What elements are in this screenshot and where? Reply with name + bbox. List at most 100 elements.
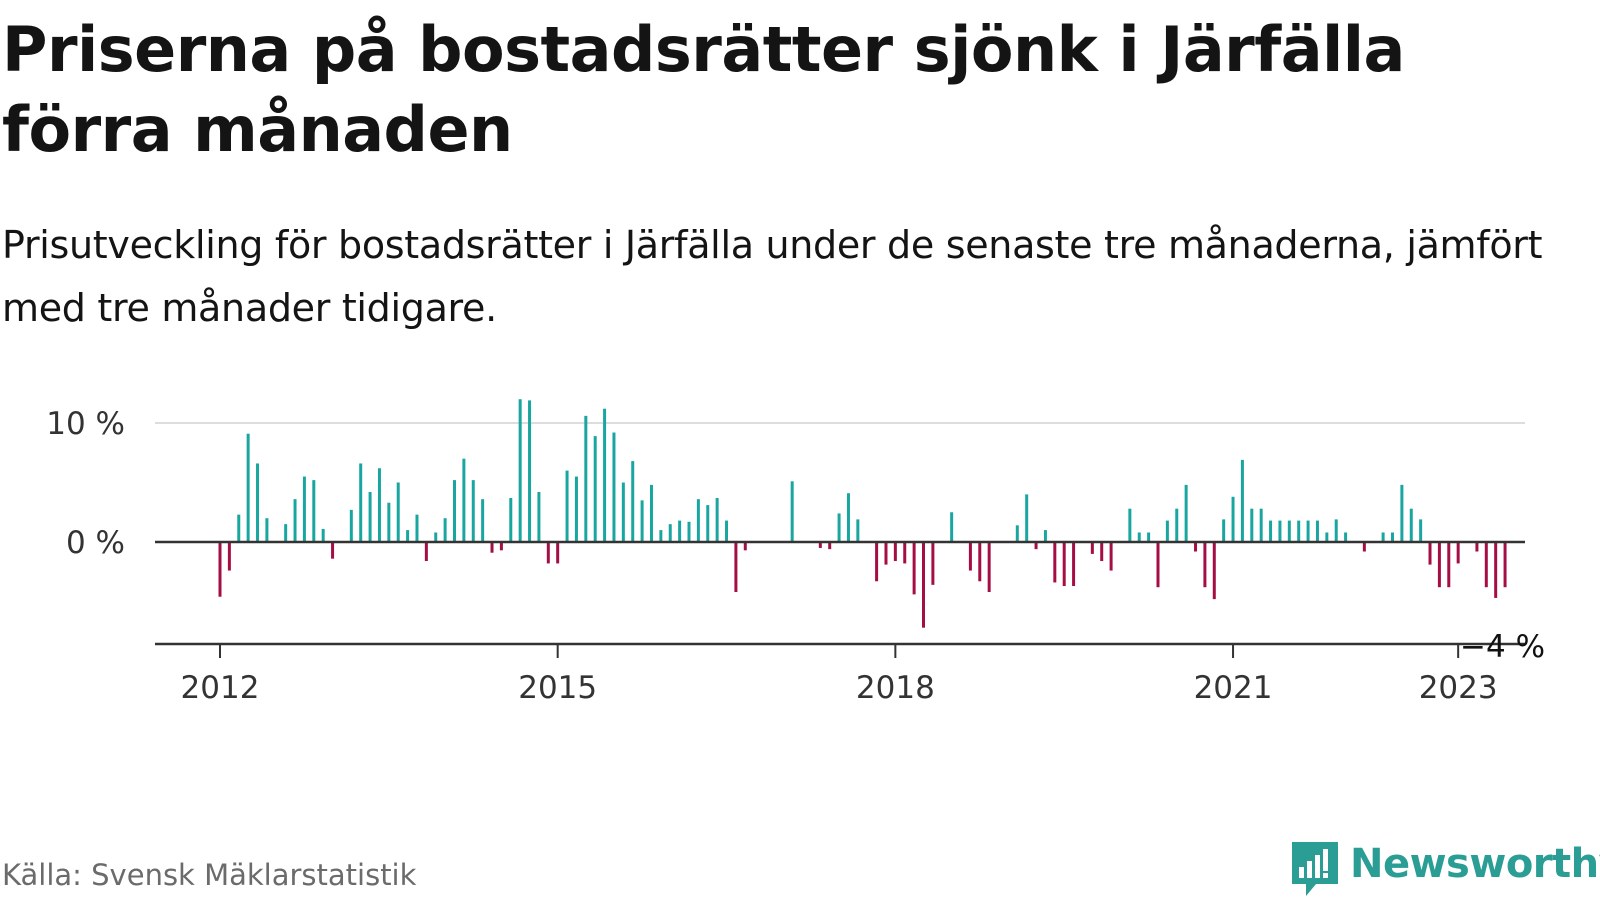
bar	[453, 480, 456, 542]
bar	[1203, 542, 1207, 588]
bar	[1334, 519, 1338, 542]
bar	[837, 513, 841, 542]
bar	[321, 528, 325, 542]
bar	[649, 484, 653, 542]
bar	[565, 470, 569, 542]
bar	[1259, 508, 1263, 542]
bar	[481, 499, 485, 542]
bar	[678, 520, 682, 542]
bar	[856, 519, 860, 542]
bar	[1100, 542, 1104, 562]
bar	[1240, 459, 1244, 542]
bar	[1034, 542, 1038, 550]
bar	[893, 542, 897, 562]
bar	[1447, 542, 1451, 588]
bar	[368, 492, 372, 542]
bar	[1072, 542, 1076, 587]
bar	[725, 520, 729, 542]
chart-title: Priserna på bostadsrätter sjönk i Järfäl…	[2, 13, 1405, 166]
bar	[1043, 530, 1047, 542]
bar	[1269, 520, 1273, 542]
bar	[556, 542, 560, 564]
x-tick-label: 2012	[181, 670, 260, 706]
y-tick-label: 0 %	[66, 525, 125, 561]
brand-name: Newsworthy	[1350, 841, 1600, 887]
bar	[884, 542, 888, 565]
bar	[1391, 532, 1394, 542]
bar	[640, 500, 644, 542]
bar	[1062, 542, 1066, 587]
bar	[631, 461, 635, 542]
x-tick-label: 2023	[1419, 670, 1498, 706]
bar	[1456, 542, 1460, 564]
bar	[912, 542, 916, 595]
bar	[537, 492, 541, 542]
bar	[1147, 532, 1151, 542]
bar	[237, 514, 241, 542]
bar	[1428, 542, 1432, 565]
bar	[359, 463, 363, 542]
y-tick-label: 10 %	[46, 406, 125, 442]
bar	[1025, 494, 1029, 542]
bar-chart: 0 % 10 % 2012 2015 2018 2021 2023 −4 %	[46, 399, 1545, 706]
bar	[1015, 525, 1019, 542]
bar	[828, 542, 832, 550]
bar	[668, 524, 672, 542]
bar	[1222, 519, 1226, 542]
bar	[1297, 520, 1301, 542]
bar	[246, 433, 250, 542]
bar	[424, 542, 428, 562]
bar	[931, 542, 935, 585]
bar	[1400, 484, 1404, 542]
bar	[950, 512, 954, 542]
bar	[1156, 542, 1160, 588]
source-note: Källa: Svensk Mäklarstatistik	[2, 858, 417, 892]
bar	[903, 542, 907, 564]
bar	[846, 493, 850, 542]
bar	[696, 499, 700, 542]
bar	[1437, 542, 1441, 588]
bar	[462, 458, 466, 542]
bar	[875, 542, 879, 582]
bar	[1503, 542, 1507, 588]
bar	[528, 400, 532, 542]
bar	[922, 542, 925, 628]
bar	[1325, 532, 1329, 542]
bar	[302, 476, 306, 542]
bar	[715, 497, 719, 542]
bar	[1053, 542, 1057, 583]
bar	[1175, 508, 1179, 542]
bar	[593, 436, 597, 542]
bar	[1250, 508, 1254, 542]
bar	[987, 542, 991, 592]
bar	[978, 542, 982, 582]
bar	[396, 482, 400, 542]
bar	[1344, 532, 1348, 542]
bar	[1137, 532, 1141, 542]
bar	[1409, 508, 1413, 542]
bar	[621, 482, 625, 542]
bar	[574, 476, 578, 542]
bar	[443, 518, 447, 542]
bar	[227, 542, 231, 571]
bar	[546, 542, 550, 564]
bar	[584, 415, 588, 542]
bar	[490, 542, 494, 553]
bar	[406, 530, 410, 542]
bar	[1194, 542, 1198, 552]
bar	[968, 542, 972, 571]
bar	[1109, 542, 1113, 571]
bar	[1184, 484, 1188, 542]
bar	[743, 542, 747, 551]
bar	[1315, 520, 1319, 542]
brand-logo[interactable]: Newsworthy	[1290, 840, 1600, 900]
bar	[1287, 520, 1291, 542]
newsworthy-logo-icon	[1292, 842, 1338, 896]
bar	[331, 542, 335, 559]
bar	[415, 514, 419, 542]
bar	[1475, 542, 1479, 552]
bar	[387, 502, 391, 542]
bar	[284, 524, 288, 542]
x-tick-label: 2015	[518, 670, 597, 706]
bar	[818, 542, 822, 548]
